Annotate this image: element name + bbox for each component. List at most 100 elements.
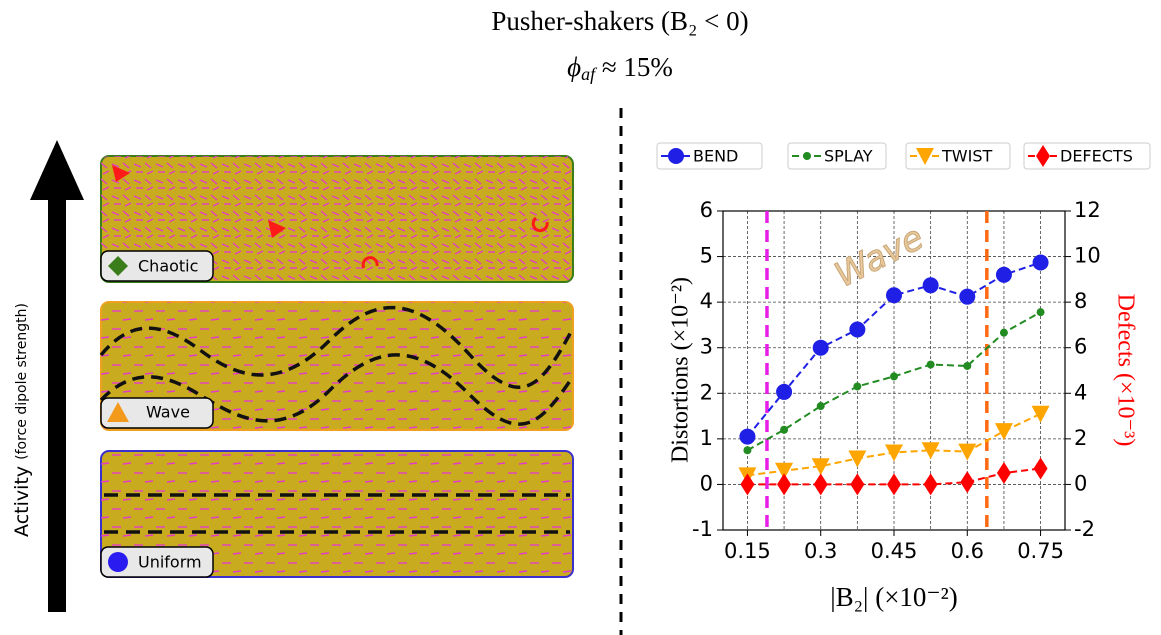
marker bbox=[1031, 405, 1050, 423]
annotation: Wave bbox=[829, 218, 931, 296]
label-box bbox=[100, 546, 214, 578]
marker bbox=[999, 328, 1008, 337]
legend-box bbox=[1023, 142, 1151, 170]
label-box bbox=[100, 397, 214, 429]
marker bbox=[1036, 308, 1045, 317]
defect bbox=[531, 216, 549, 233]
marker bbox=[963, 361, 972, 370]
y-tick-label: 6 bbox=[700, 198, 713, 222]
panel-label: Wave bbox=[146, 403, 190, 422]
y2-tick-label: 4 bbox=[1074, 380, 1087, 404]
uniform-icon bbox=[108, 552, 128, 572]
marker bbox=[922, 277, 939, 294]
marker bbox=[853, 382, 862, 391]
marker bbox=[775, 462, 794, 480]
panel-label: Uniform bbox=[138, 553, 202, 572]
defect bbox=[361, 256, 379, 269]
title: Pusher-shakers (B₂ < 0) bbox=[491, 6, 748, 36]
plot-frame bbox=[722, 210, 1066, 531]
defect bbox=[268, 220, 286, 238]
activity-arrow bbox=[30, 140, 84, 612]
y2-axis-label: Defects (×10⁻³) bbox=[1112, 294, 1138, 447]
marker bbox=[780, 425, 789, 434]
legend-label: TWIST bbox=[941, 147, 992, 166]
x-tick-label: 0.6 bbox=[951, 539, 984, 563]
wave-icon bbox=[107, 402, 129, 422]
marker bbox=[1033, 457, 1048, 480]
defect bbox=[112, 165, 130, 182]
marker bbox=[812, 339, 829, 356]
activity-label-note: (force dipole strength) bbox=[14, 303, 30, 460]
subtitle: ϕaf ≈ 15% bbox=[567, 52, 673, 84]
marker bbox=[743, 446, 752, 455]
x-tick-label: 0.15 bbox=[724, 539, 771, 563]
x-tick-label: 0.45 bbox=[871, 539, 918, 563]
legend-marker bbox=[803, 152, 811, 160]
marker bbox=[739, 428, 756, 445]
x-axis-label: |B₂| (×10⁻²) bbox=[830, 582, 958, 612]
subtitle-rest: ≈ 15% bbox=[595, 52, 673, 82]
series-line bbox=[746, 261, 1041, 438]
x-tick-label: 0.3 bbox=[804, 539, 837, 563]
y-axis-label: Distortions (×10⁻²) bbox=[668, 277, 694, 463]
uniform-pattern bbox=[101, 451, 573, 577]
legend-label: DEFECTS bbox=[1060, 147, 1133, 166]
y2-tick-label: 6 bbox=[1074, 335, 1087, 359]
marker bbox=[996, 462, 1011, 485]
marker bbox=[885, 444, 903, 462]
marker bbox=[959, 288, 976, 305]
marker bbox=[958, 443, 977, 461]
activity-label-main: Activity bbox=[11, 466, 33, 537]
chaotic-pattern bbox=[101, 156, 573, 282]
y2-tick-label: -2 bbox=[1074, 517, 1095, 541]
y-tick-label: 5 bbox=[700, 244, 713, 268]
legend-marker bbox=[916, 148, 934, 165]
marker bbox=[777, 473, 792, 496]
marker bbox=[994, 423, 1013, 441]
activity-label: Activity (force dipole strength) bbox=[11, 303, 33, 537]
y2-tick-label: 2 bbox=[1074, 426, 1087, 450]
marker bbox=[850, 473, 865, 496]
marker bbox=[995, 266, 1012, 283]
label-box bbox=[100, 250, 214, 282]
y-tick-label: 0 bbox=[700, 471, 713, 495]
marker bbox=[887, 473, 901, 496]
marker bbox=[890, 372, 898, 381]
marker bbox=[886, 287, 902, 304]
subtitle-symbol: ϕ bbox=[567, 52, 581, 82]
y-tick-label: 1 bbox=[700, 426, 713, 450]
marker bbox=[1032, 254, 1049, 271]
marker bbox=[921, 442, 940, 460]
y2-tick-label: 12 bbox=[1074, 198, 1101, 222]
y-tick-label: -1 bbox=[692, 517, 713, 541]
wave-line bbox=[99, 353, 574, 426]
marker bbox=[923, 473, 938, 496]
chaotic-icon bbox=[108, 256, 128, 276]
panel-label: Chaotic bbox=[138, 257, 198, 276]
x-tick-label: 0.75 bbox=[1017, 539, 1064, 563]
y-tick-label: 2 bbox=[700, 380, 713, 404]
wave-line bbox=[99, 305, 574, 389]
marker bbox=[926, 360, 935, 369]
y2-tick-label: 10 bbox=[1074, 244, 1101, 268]
legend-box bbox=[787, 142, 887, 170]
marker bbox=[849, 321, 866, 338]
marker bbox=[740, 473, 755, 496]
legend-box bbox=[656, 142, 763, 170]
marker bbox=[960, 471, 975, 494]
marker bbox=[776, 383, 793, 400]
y-tick-label: 3 bbox=[700, 335, 713, 359]
marker bbox=[811, 458, 830, 476]
legend-marker bbox=[668, 148, 684, 164]
legend-label: BEND bbox=[693, 147, 738, 166]
legend-marker bbox=[1036, 145, 1050, 167]
y-tick-label: 4 bbox=[700, 289, 713, 313]
y2-tick-label: 0 bbox=[1074, 471, 1087, 495]
y2-tick-label: 8 bbox=[1074, 289, 1087, 313]
marker bbox=[848, 450, 867, 468]
wave-pattern bbox=[101, 302, 573, 430]
subtitle-subscript: af bbox=[581, 64, 598, 84]
marker bbox=[816, 402, 825, 411]
